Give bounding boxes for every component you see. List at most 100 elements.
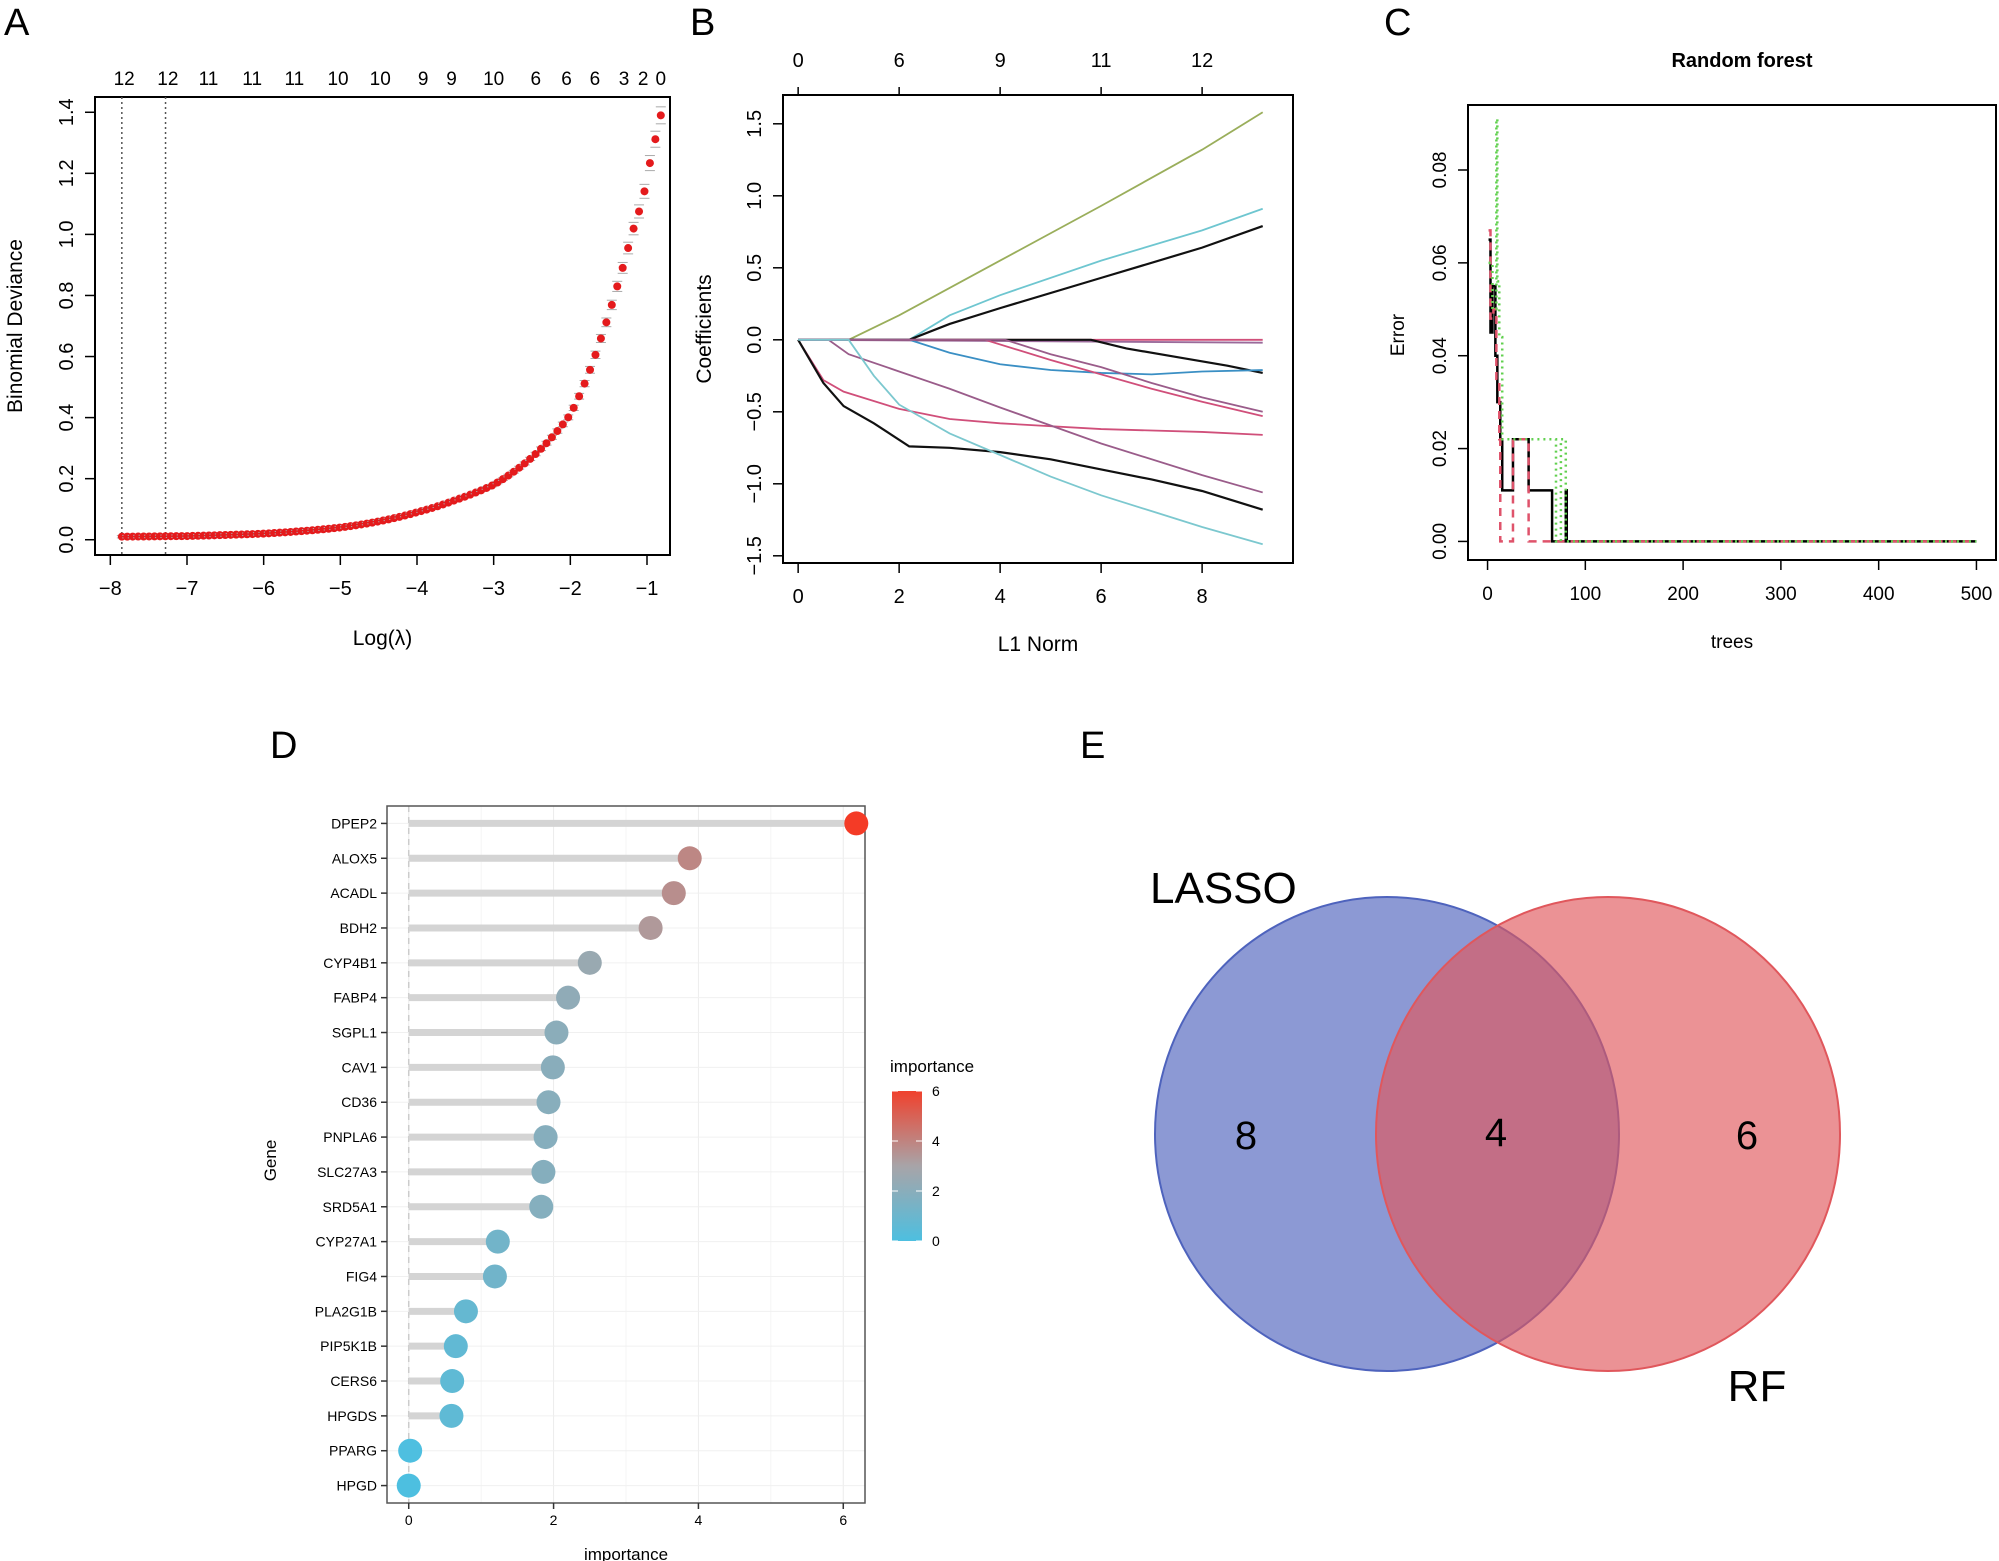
top-axis-label: 10 bbox=[370, 69, 391, 90]
top-axis-label: 2 bbox=[638, 69, 649, 90]
gene-label: PPARG bbox=[329, 1443, 377, 1459]
deviance-point bbox=[553, 427, 562, 436]
legend-colorbar bbox=[892, 1091, 922, 1241]
top-axis-label: 6 bbox=[561, 69, 572, 90]
lollipop-point bbox=[533, 1125, 558, 1150]
y-axis-label: Coefficients bbox=[693, 274, 716, 383]
deviance-point bbox=[624, 244, 633, 253]
legend-tick-label: 4 bbox=[932, 1133, 940, 1149]
gene-label: FABP4 bbox=[333, 990, 377, 1006]
top-axis-label: 0 bbox=[793, 50, 804, 72]
lollipop-point bbox=[536, 1090, 561, 1115]
deviance-point bbox=[515, 463, 524, 472]
y-tick-label: 0.2 bbox=[56, 465, 78, 493]
y-tick-label: 0.6 bbox=[56, 343, 78, 371]
lollipop-point bbox=[396, 1473, 421, 1498]
y-tick-label: 0.04 bbox=[1430, 337, 1451, 374]
deviance-point bbox=[607, 300, 616, 309]
deviance-point bbox=[645, 159, 654, 168]
lollipop-point bbox=[485, 1229, 510, 1254]
x-tick-label: −4 bbox=[406, 578, 429, 600]
coef-path-s8 bbox=[798, 338, 1263, 417]
deviance-point bbox=[591, 350, 600, 359]
deviance-point bbox=[520, 459, 529, 468]
lollipop-point bbox=[482, 1264, 507, 1289]
x-tick-label: 100 bbox=[1569, 584, 1601, 605]
lollipop-point bbox=[844, 811, 869, 836]
x-axis-label: trees bbox=[1711, 632, 1753, 653]
coef-path-s13 bbox=[798, 338, 1263, 546]
deviance-point bbox=[542, 439, 551, 448]
y-tick-label: 0.08 bbox=[1430, 152, 1451, 189]
x-tick-label: −7 bbox=[176, 578, 199, 600]
lollipop-point bbox=[556, 985, 581, 1010]
y-tick-label: 0.4 bbox=[56, 404, 78, 432]
deviance-point bbox=[613, 282, 622, 291]
x-tick-label: 6 bbox=[1096, 586, 1107, 608]
x-tick-label: 300 bbox=[1765, 584, 1797, 605]
coef-path-s7 bbox=[798, 338, 1263, 376]
deviance-point bbox=[537, 444, 546, 453]
venn-count-intersection: 4 bbox=[1485, 1111, 1507, 1155]
top-axis-label: 12 bbox=[157, 69, 178, 90]
top-axis-label: 6 bbox=[590, 69, 601, 90]
deviance-point bbox=[575, 392, 584, 401]
lollipop-point bbox=[529, 1194, 554, 1219]
y-axis-label: Gene bbox=[261, 1140, 280, 1182]
chart-e-venn-diagram: LASSO RF 8 4 6 bbox=[1150, 864, 1841, 1411]
x-tick-label: 4 bbox=[695, 1512, 703, 1528]
lollipop-point bbox=[453, 1299, 478, 1324]
chart-b-coefficient-paths: 0 2 4 6 8 0 6 9 11 12 −1.5 −1.0 −0.5 0.0 0.5 1.0 1.5 L1 N… bbox=[693, 50, 1294, 656]
x-tick-label: 200 bbox=[1667, 584, 1699, 605]
y-tick-label: 0.06 bbox=[1430, 244, 1451, 281]
x-tick-label: 400 bbox=[1863, 584, 1895, 605]
panel-label-e: E bbox=[1080, 725, 1106, 767]
y-tick-label: −1.0 bbox=[744, 464, 766, 503]
deviance-point bbox=[635, 207, 644, 216]
legend-tick-label: 2 bbox=[932, 1183, 940, 1199]
y-tick-label: 1.0 bbox=[744, 182, 766, 210]
gene-label: SGPL1 bbox=[332, 1025, 377, 1041]
deviance-point bbox=[596, 334, 605, 343]
deviance-point bbox=[586, 365, 595, 374]
x-axis-label: Log(λ) bbox=[353, 627, 413, 650]
y-tick-label: 0.0 bbox=[744, 326, 766, 354]
deviance-point bbox=[531, 450, 540, 459]
x-tick-label: −5 bbox=[329, 578, 352, 600]
top-axis-label: 12 bbox=[1191, 50, 1213, 72]
error-line-class1 bbox=[1488, 229, 1977, 543]
y-tick-label: 0.8 bbox=[56, 282, 78, 310]
deviance-point bbox=[640, 187, 649, 196]
lollipop-point bbox=[661, 881, 686, 906]
x-tick-label: 0 bbox=[793, 586, 804, 608]
gene-label: HPGD bbox=[337, 1478, 377, 1494]
top-axis-label: 10 bbox=[327, 69, 348, 90]
top-axis-label: 0 bbox=[656, 69, 667, 90]
deviance-point bbox=[602, 318, 611, 327]
panel-label-a: A bbox=[4, 2, 30, 44]
y-tick-label: 1.0 bbox=[56, 220, 78, 248]
top-axis-label: 11 bbox=[199, 69, 219, 90]
lollipop-point bbox=[677, 846, 702, 871]
x-tick-label: 0 bbox=[1482, 584, 1493, 605]
chart-d-importance-lollipop: DPEP2 ALOX5 ACADL BDH2 CYP4B1 FABP4 SGPL1 CAV1 C… bbox=[261, 805, 974, 1561]
x-tick-label: −3 bbox=[482, 578, 505, 600]
x-tick-label: −8 bbox=[99, 578, 122, 600]
y-tick-label: −0.5 bbox=[744, 392, 766, 431]
venn-count-lasso-only: 8 bbox=[1235, 1114, 1257, 1158]
panel-label-c: C bbox=[1384, 2, 1412, 44]
y-tick-label: 0.02 bbox=[1430, 430, 1451, 467]
gene-label: CAV1 bbox=[341, 1059, 377, 1075]
deviance-point bbox=[629, 224, 638, 233]
plot-frame bbox=[782, 94, 1294, 564]
y-tick-label: 1.4 bbox=[56, 98, 78, 126]
top-axis-label: 6 bbox=[531, 69, 542, 90]
gene-label: CYP27A1 bbox=[316, 1234, 378, 1250]
gene-label: PLA2G1B bbox=[315, 1303, 377, 1319]
gene-label: HPGDS bbox=[327, 1408, 377, 1424]
deviance-point bbox=[618, 263, 627, 272]
coef-path-s2 bbox=[798, 207, 1264, 341]
lollipop-point bbox=[638, 915, 663, 940]
top-axis-label: 11 bbox=[242, 69, 262, 90]
x-tick-label: −1 bbox=[636, 578, 659, 600]
